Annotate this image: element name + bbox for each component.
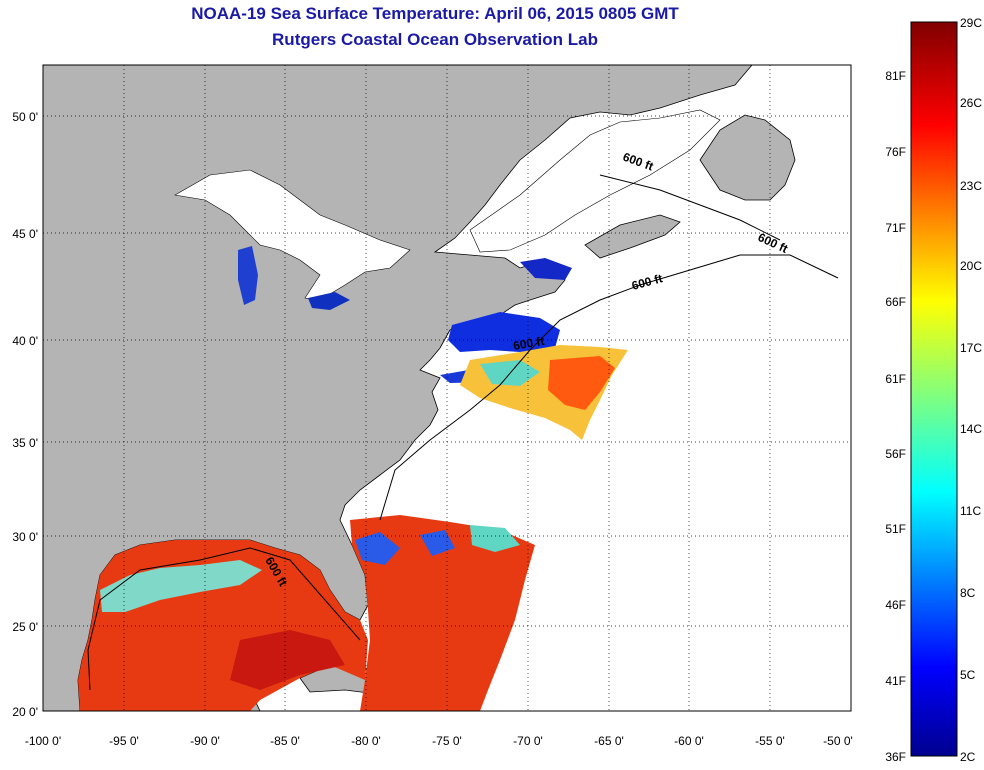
colorbar-celsius-label: 5C	[960, 668, 976, 682]
colorbar-fahrenheit-label: 76F	[885, 145, 906, 159]
land-nova-scotia	[584, 214, 681, 259]
colorbar-fahrenheit-label: 66F	[885, 295, 906, 309]
lon-tick-label: -60 0'	[674, 734, 704, 748]
lat-tick-label: 20 0'	[12, 705, 38, 719]
map-frame	[42, 64, 852, 712]
colorbar-fahrenheit-label: 41F	[885, 674, 906, 688]
colorbar-celsius-label: 14C	[960, 422, 982, 436]
colorbar-celsius-label: 8C	[960, 586, 976, 600]
colorbar-fahrenheit-label: 71F	[885, 221, 906, 235]
map-title: NOAA-19 Sea Surface Temperature: April 0…	[191, 4, 679, 23]
sst-cold-lake-erie	[308, 292, 350, 310]
land-newfoundland	[699, 114, 796, 201]
colorbar-celsius-label: 26C	[960, 96, 982, 110]
colorbar-celsius-label: 11C	[960, 504, 981, 518]
great-lakes-no-data	[174, 169, 411, 301]
lat-tick-label: 50 0'	[12, 110, 38, 124]
colorbar-celsius-label: 2C	[960, 750, 976, 764]
lon-tick-label: -85 0'	[270, 734, 300, 748]
sst-southeast-atlantic	[350, 515, 535, 711]
colorbar-celsius-label: 17C	[960, 341, 982, 355]
colorbar-fahrenheit-label: 61F	[885, 372, 906, 386]
contour-label: 600 ft	[512, 334, 545, 353]
colorbar-fahrenheit-label: 36F	[885, 750, 906, 764]
grid	[43, 65, 851, 711]
sst-gulf-warm-core	[230, 630, 345, 690]
sst-gulf-stream-core	[548, 356, 615, 410]
map-subtitle: Rutgers Coastal Ocean Observation Lab	[272, 30, 598, 49]
lon-tick-label: -100 0'	[25, 734, 61, 748]
lon-tick-label: -75 0'	[432, 734, 462, 748]
colorbar-celsius-label: 29C	[960, 16, 982, 30]
lon-tick-label: -80 0'	[351, 734, 381, 748]
colorbar-celsius-label: 20C	[960, 259, 982, 273]
lon-tick-label: -90 0'	[190, 734, 220, 748]
lon-tick-label: -50 0'	[823, 734, 853, 748]
lat-tick-label: 35 0'	[12, 436, 38, 450]
sst-southeast-cool-patches	[355, 530, 455, 565]
lon-tick-label: -55 0'	[755, 734, 785, 748]
lat-tick-label: 45 0'	[12, 227, 38, 241]
lon-tick-label: -70 0'	[513, 734, 543, 748]
sst-gulf-cool-shelf	[100, 560, 262, 612]
sst-cold-lake-michigan	[238, 246, 258, 305]
sst-southeast-mid-patches	[470, 525, 520, 552]
colorbar-fahrenheit-label: 81F	[885, 69, 906, 83]
lat-tick-label: 40 0'	[12, 334, 38, 348]
isobath-600ft	[87, 174, 839, 691]
lon-tick-label: -65 0'	[594, 734, 624, 748]
sst-cold-shelf	[448, 312, 560, 352]
colorbar-celsius-label: 23C	[960, 179, 982, 193]
lat-tick-label: 30 0'	[12, 530, 38, 544]
colorbar-fahrenheit-label: 51F	[885, 522, 906, 536]
sst-cold-gulf-maine	[520, 258, 572, 280]
lon-tick-label: -95 0'	[109, 734, 139, 748]
colorbar	[910, 21, 958, 757]
st-lawrence-no-data	[469, 109, 721, 253]
lat-tick-label: 25 0'	[12, 620, 38, 634]
colorbar-fahrenheit-label: 56F	[885, 447, 906, 461]
colorbar-fahrenheit-label: 46F	[885, 598, 906, 612]
